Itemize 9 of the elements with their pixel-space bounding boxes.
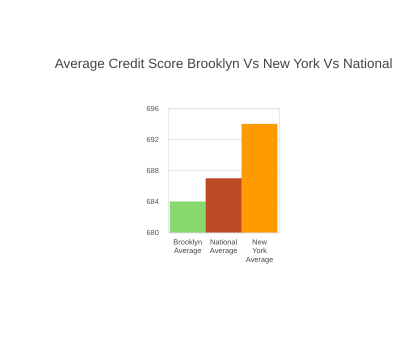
y-tick-label: 696: [146, 104, 159, 113]
y-tick-label: 680: [146, 228, 159, 237]
y-tick-label: 688: [146, 166, 159, 175]
x-tick-label: New York Average: [246, 237, 274, 264]
chart-title: Average Credit Score Brooklyn Vs New York Vs National: [54, 56, 392, 71]
y-tick-label: 692: [146, 134, 159, 144]
y-tick-label: 684: [146, 196, 159, 206]
x-tick-label: Brooklyn Average: [173, 237, 202, 256]
x-tick-label: National Average: [210, 237, 238, 256]
